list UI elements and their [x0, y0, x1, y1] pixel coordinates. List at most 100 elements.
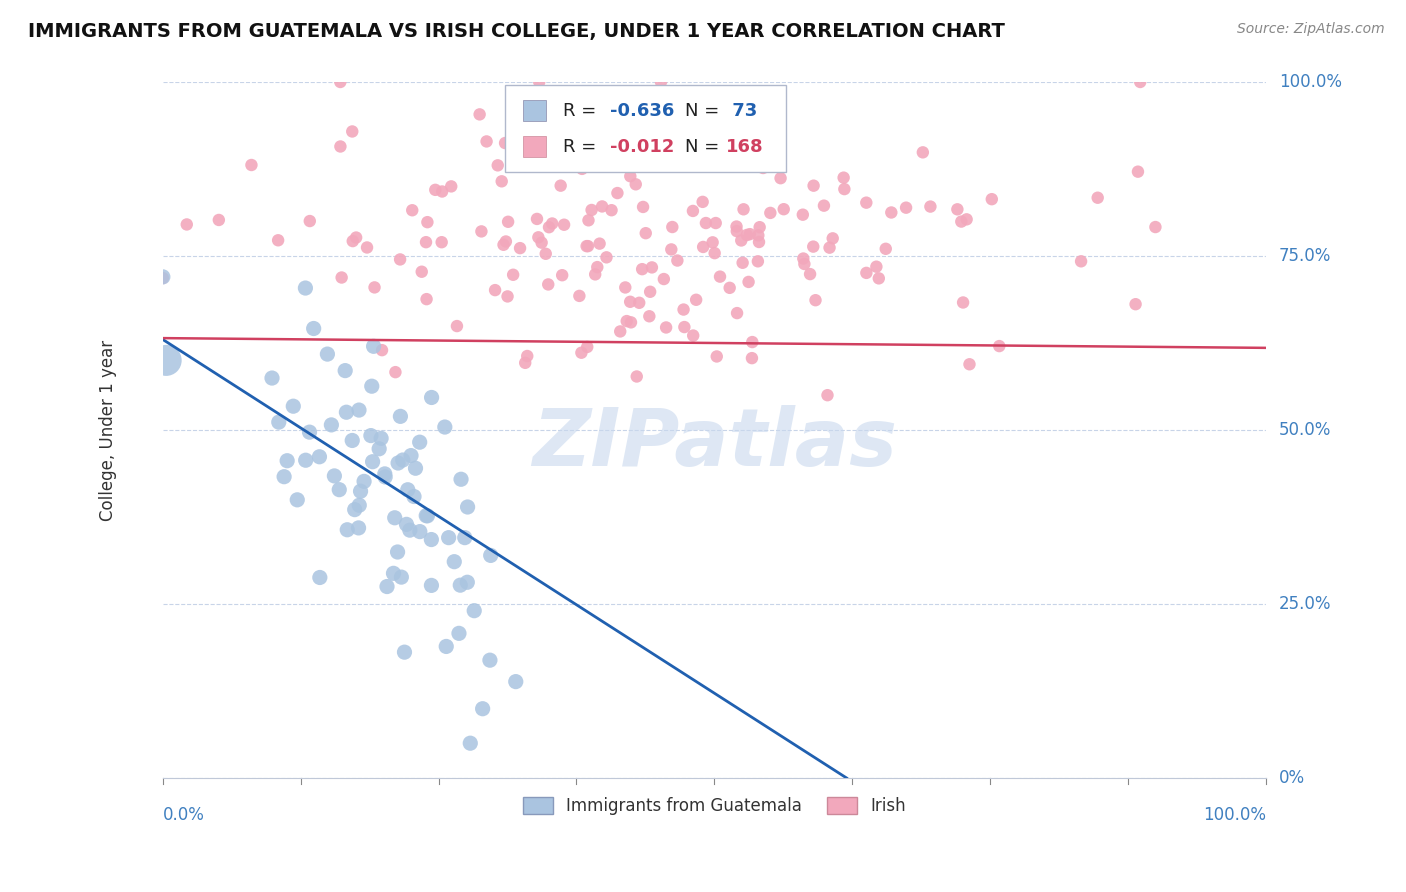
Point — [276, 454, 298, 468]
Text: 73: 73 — [727, 103, 758, 120]
Text: R =: R = — [564, 103, 602, 120]
Point — [330, 270, 353, 285]
Point — [515, 356, 537, 370]
Point — [496, 215, 519, 229]
Point — [772, 202, 794, 217]
Point — [425, 183, 447, 197]
Point — [946, 202, 969, 217]
Point — [588, 236, 610, 251]
Point — [316, 347, 339, 361]
Point — [980, 192, 1002, 206]
Point — [208, 213, 231, 227]
Point — [747, 254, 769, 268]
Point — [260, 371, 283, 385]
Point — [650, 75, 672, 89]
Point — [633, 116, 655, 130]
Point — [298, 425, 321, 439]
Point — [541, 217, 564, 231]
Point — [804, 293, 827, 308]
Point — [389, 570, 412, 584]
Point — [609, 139, 631, 153]
Point — [454, 531, 477, 545]
Text: R =: R = — [564, 137, 602, 155]
Point — [494, 136, 516, 150]
Point — [415, 235, 437, 249]
Point — [294, 281, 316, 295]
Point — [387, 545, 409, 559]
Point — [1126, 164, 1149, 178]
Point — [416, 508, 439, 523]
Text: 100.0%: 100.0% — [1279, 73, 1341, 91]
Point — [911, 145, 934, 160]
Point — [446, 319, 468, 334]
Point — [747, 228, 769, 243]
Point — [855, 266, 877, 280]
Point — [463, 604, 485, 618]
Point — [415, 508, 437, 523]
Point — [374, 470, 396, 484]
Point — [335, 363, 357, 377]
Point — [759, 206, 782, 220]
Point — [821, 231, 844, 245]
Point — [650, 154, 672, 169]
Text: IMMIGRANTS FROM GUATEMALA VS IRISH COLLEGE, UNDER 1 YEAR CORRELATION CHART: IMMIGRANTS FROM GUATEMALA VS IRISH COLLE… — [28, 22, 1005, 41]
Point — [356, 240, 378, 254]
Point — [401, 203, 423, 218]
Point — [606, 186, 628, 200]
Point — [479, 549, 502, 563]
Point — [363, 339, 385, 353]
Text: N =: N = — [685, 103, 724, 120]
Point — [673, 320, 696, 334]
Point — [534, 247, 557, 261]
Point — [273, 469, 295, 483]
Point — [801, 239, 824, 253]
Point — [458, 736, 481, 750]
Point — [512, 135, 534, 149]
Point — [342, 234, 364, 248]
Point — [398, 523, 420, 537]
Point — [335, 405, 357, 419]
Point — [832, 170, 855, 185]
Point — [818, 241, 841, 255]
Point — [1129, 75, 1152, 89]
Point — [682, 328, 704, 343]
Point — [430, 185, 453, 199]
Point — [430, 235, 453, 250]
Point — [737, 275, 759, 289]
Point — [792, 252, 814, 266]
Point — [537, 220, 560, 235]
Point — [502, 268, 524, 282]
Point — [799, 267, 821, 281]
Point — [576, 340, 599, 354]
Point — [959, 357, 981, 371]
Point — [894, 201, 917, 215]
Point — [409, 524, 432, 539]
Point — [420, 391, 443, 405]
Text: 100.0%: 100.0% — [1202, 805, 1265, 824]
Point — [583, 268, 606, 282]
Point — [389, 252, 412, 267]
Point — [526, 211, 548, 226]
Point — [803, 178, 825, 193]
Point — [631, 200, 654, 214]
Text: -0.012: -0.012 — [610, 137, 673, 155]
Point — [585, 128, 607, 142]
Point — [443, 555, 465, 569]
Point — [568, 289, 591, 303]
Text: 0.0%: 0.0% — [163, 805, 205, 824]
FancyBboxPatch shape — [523, 136, 546, 157]
Point — [336, 523, 359, 537]
Point — [240, 158, 263, 172]
FancyBboxPatch shape — [523, 100, 546, 121]
Point — [567, 131, 589, 145]
Point — [659, 243, 682, 257]
Point — [370, 431, 392, 445]
Point — [817, 388, 839, 402]
Point — [496, 289, 519, 303]
Point — [152, 269, 174, 284]
Point — [624, 106, 647, 120]
Legend: Immigrants from Guatemala, Irish: Immigrants from Guatemala, Irish — [516, 790, 912, 822]
Point — [733, 202, 755, 217]
Point — [347, 521, 370, 535]
Point — [1070, 254, 1092, 268]
